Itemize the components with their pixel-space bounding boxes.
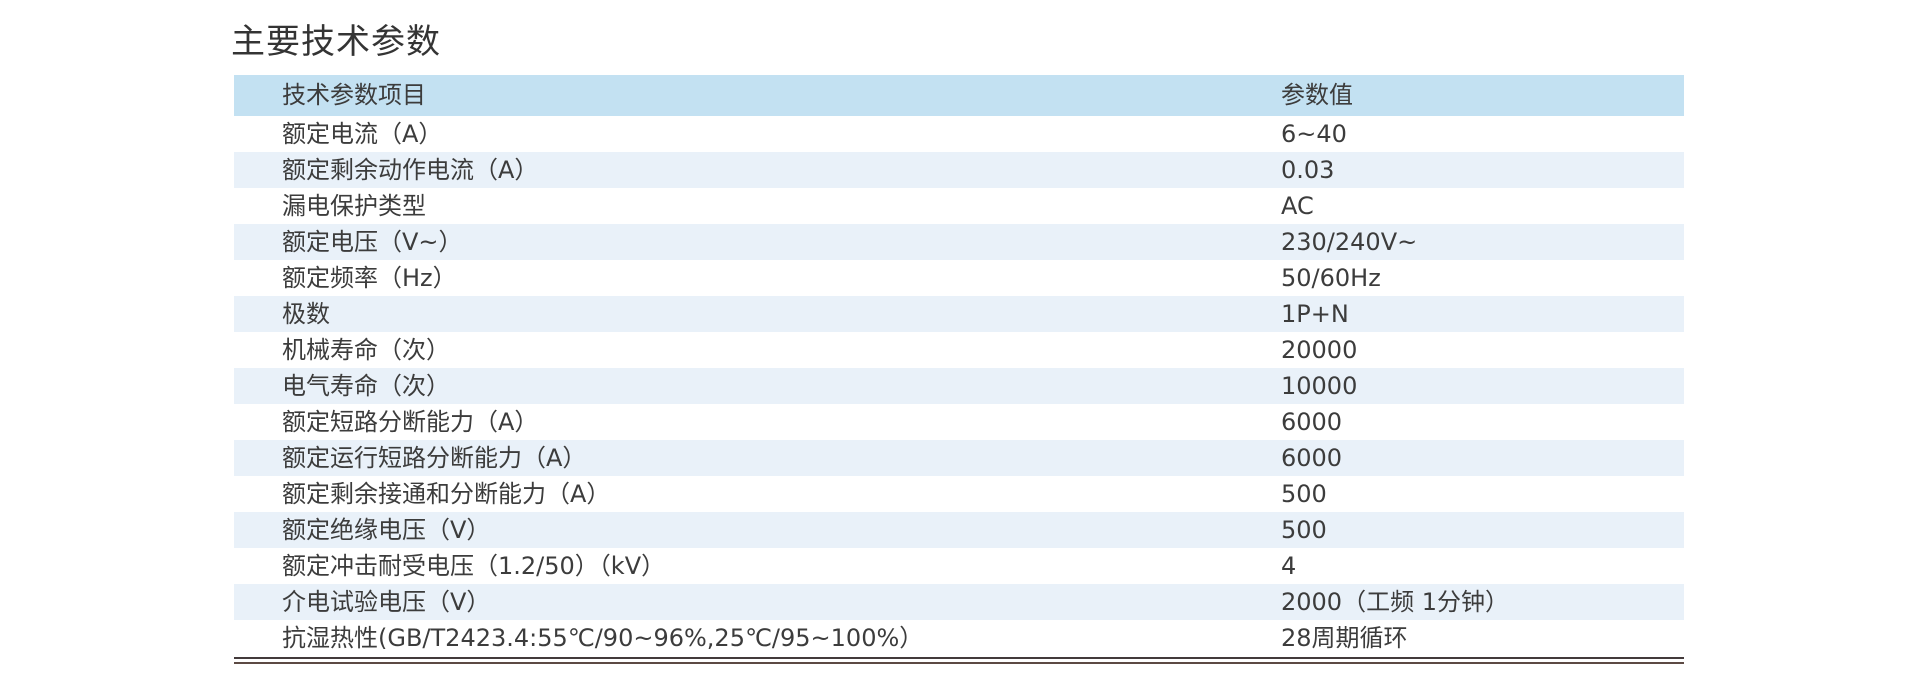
table-row: 额定冲击耐受电压（1.2/50）（kV） 4 [234,548,1684,584]
parameter-value-cell: 28周期循环 [1281,624,1408,652]
page-title: 主要技术参数 [231,22,441,62]
rule-line-brown [234,662,1684,664]
parameter-value-cell: 2000（工频 1分钟） [1281,588,1509,616]
parameter-item-cell: 额定冲击耐受电压（1.2/50）（kV） [282,552,666,580]
parameter-item-cell: 额定运行短路分断能力（A） [282,444,587,472]
parameter-item-cell: 极数 [282,300,330,328]
parameter-value-cell: 500 [1281,516,1327,544]
table-row: 额定绝缘电压（V） 500 [234,512,1684,548]
table-rows: 额定电流（A） 6~40 额定剩余动作电流（A） 0.03 漏电保护类型 AC … [234,116,1684,656]
table-row: 额定电流（A） 6~40 [234,116,1684,152]
parameter-item-cell: 额定电压（V~） [282,228,463,256]
bottom-double-rule [234,657,1684,664]
parameter-value-cell: 10000 [1281,372,1358,400]
parameter-item-cell: 额定频率（Hz） [282,264,457,292]
column-header-parameter-item: 技术参数项目 [282,81,426,109]
parameter-item-cell: 抗湿热性(GB/T2423.4:55℃/90~96%,25℃/95~100%） [282,624,924,652]
parameter-value-cell: 0.03 [1281,156,1335,184]
table-row: 额定运行短路分断能力（A） 6000 [234,440,1684,476]
parameter-item-cell: 介电试验电压（V） [282,588,491,616]
table-row: 漏电保护类型 AC [234,188,1684,224]
table-row: 额定频率（Hz） 50/60Hz [234,260,1684,296]
parameter-item-cell: 额定电流（A） [282,120,443,148]
parameter-value-cell: AC [1281,192,1314,220]
rule-gap [234,659,1684,662]
parameter-value-cell: 6000 [1281,408,1343,436]
table-row: 额定短路分断能力（A） 6000 [234,404,1684,440]
column-header-parameter-value: 参数值 [1281,81,1353,109]
parameter-item-cell: 额定绝缘电压（V） [282,516,491,544]
table-row: 额定剩余接通和分断能力（A） 500 [234,476,1684,512]
parameter-value-cell: 4 [1281,552,1297,580]
parameter-value-cell: 1P+N [1281,300,1349,328]
table-row: 额定电压（V~） 230/240V~ [234,224,1684,260]
parameter-item-cell: 漏电保护类型 [282,192,426,220]
parameter-item-cell: 机械寿命（次） [282,336,450,364]
table-row: 介电试验电压（V） 2000（工频 1分钟） [234,584,1684,620]
parameter-item-cell: 电气寿命（次） [282,372,450,400]
technical-parameters-table: 技术参数项目 参数值 额定电流（A） 6~40 额定剩余动作电流（A） 0.03… [234,75,1684,664]
parameter-value-cell: 50/60Hz [1281,264,1381,292]
parameter-value-cell: 230/240V~ [1281,228,1418,256]
table-row: 极数 1P+N [234,296,1684,332]
parameter-value-cell: 20000 [1281,336,1358,364]
table-header-row: 技术参数项目 参数值 [234,75,1684,116]
rule-line-dark [234,657,1684,659]
parameter-item-cell: 额定剩余接通和分断能力（A） [282,480,611,508]
parameter-value-cell: 6000 [1281,444,1343,472]
table-row: 电气寿命（次） 10000 [234,368,1684,404]
table-row: 机械寿命（次） 20000 [234,332,1684,368]
parameter-value-cell: 500 [1281,480,1327,508]
table-row: 抗湿热性(GB/T2423.4:55℃/90~96%,25℃/95~100%） … [234,620,1684,656]
parameter-item-cell: 额定短路分断能力（A） [282,408,539,436]
table-row: 额定剩余动作电流（A） 0.03 [234,152,1684,188]
parameter-value-cell: 6~40 [1281,120,1347,148]
parameter-item-cell: 额定剩余动作电流（A） [282,156,539,184]
